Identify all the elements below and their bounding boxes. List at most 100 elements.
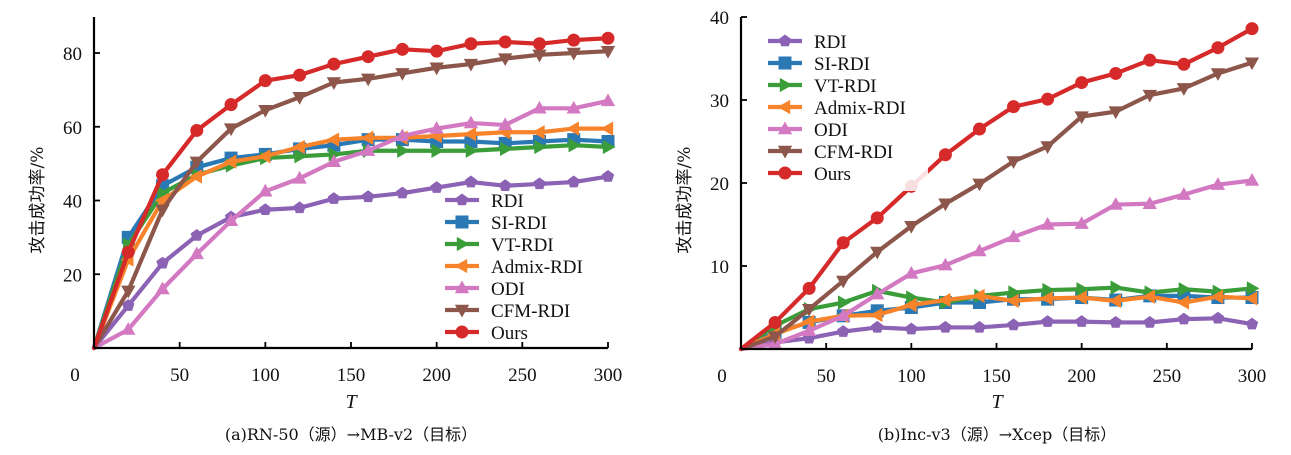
data-point-rdi [905,322,918,335]
data-point-ours [293,68,307,82]
data-point-rdi [122,299,135,311]
data-point-ours [1177,57,1191,71]
data-point-ours [802,281,816,295]
data-point-ours [190,123,204,137]
legend-label: Ours [814,164,851,185]
data-point-cfm-rdi [1142,89,1157,103]
y-tick-label: 40 [63,192,82,213]
legend-label: Ours [491,323,528,344]
data-point-admix-rdi [1142,289,1155,304]
data-point-rdi [430,181,443,193]
legend-marker [455,193,469,206]
data-point-cfm-rdi [836,275,851,289]
series-rdi [738,311,1259,352]
x-tick-label: 300 [1238,366,1267,387]
x-tick-label: 250 [508,365,537,386]
x-tick-label: 250 [1153,366,1182,387]
data-point-odi [292,170,307,184]
y-tick-label: 20 [710,174,729,195]
data-point-odi [972,243,987,257]
x-tick-label: 200 [422,365,451,386]
data-point-odi [1244,173,1260,186]
data-point-ours [532,37,546,51]
legend-label: CFM-RDI [491,301,570,322]
data-point-rdi [190,229,203,241]
data-point-rdi [1075,315,1088,327]
data-point-admix-rdi [1244,291,1258,306]
data-point-rdi [837,325,850,337]
y-axis-title-b: 攻击成功率/% [675,147,695,254]
data-point-odi [258,183,273,197]
legend-label: ODI [491,279,525,300]
y-tick-label: 80 [63,44,82,65]
data-point-rdi [973,320,986,333]
legend-marker [455,215,469,229]
data-point-vt-rdi [157,185,171,201]
data-point-odi [904,265,919,279]
data-point-ours [258,74,272,88]
x-tick-label: 200 [1067,366,1096,387]
legend-marker [778,56,792,70]
legend-label: Admix-RDI [814,98,906,119]
data-point-odi [532,100,547,114]
data-point-odi [1142,196,1157,209]
data-point-cfm-rdi [223,123,239,137]
data-point-odi [189,246,204,260]
legend-item-cfm-rdi: CFM-RDI [768,142,893,163]
data-point-ours [361,50,375,64]
data-point-vt-rdi [1178,282,1192,297]
data-point-odi [600,93,616,107]
data-point-vt-rdi [500,141,513,157]
data-point-rdi [1177,312,1191,325]
data-point-cfm-rdi [292,92,307,105]
data-point-rdi [567,175,580,188]
data-point-rdi [499,179,512,192]
data-point-odi [463,115,479,129]
legend-marker [455,325,469,339]
data-point-ours [1007,100,1021,114]
legend-item-rdi: RDI [768,32,847,53]
axes-a: 0 50 100 150 200 250 300 20 40 60 80 [63,17,622,386]
data-point-admix-rdi [971,288,985,304]
data-point-admix-rdi [360,130,374,145]
legend-marker [454,280,470,294]
x-tick-label: 150 [337,365,366,386]
series-line-ours [91,36,611,351]
data-point-cfm-rdi [1006,156,1021,169]
data-point-rdi [1211,311,1225,324]
data-point-ours [1075,76,1089,90]
data-point-rdi [1245,317,1259,330]
data-point-cfm-rdi [600,45,616,59]
series-line-cfm-rdi [738,60,1255,352]
data-point-cfm-rdi [395,68,410,81]
data-point-cfm-rdi [1244,57,1260,71]
data-point-cfm-rdi [870,246,885,260]
caption-b: (b)Inc-v3（源）→Xcep（目标） [878,425,1116,444]
data-point-admix-rdi [903,297,917,313]
legend-marker [777,99,791,115]
legend-label: RDI [491,191,524,212]
data-point-ours [395,42,409,56]
legend-marker [778,166,792,180]
data-point-odi [498,117,513,131]
series-line-rdi [738,316,1255,352]
data-point-vt-rdi [1042,282,1056,298]
data-point-ours [121,245,135,259]
legend-marker [777,121,793,135]
y-tick-label: 40 [710,8,729,29]
legend-item-ours: Ours [445,323,528,344]
data-point-odi [566,100,581,114]
series-line-ours [738,26,1255,352]
x-tick-label: 100 [251,365,280,386]
data-point-vt-rdi [1076,282,1090,297]
data-point-cfm-rdi [904,220,919,234]
data-point-vt-rdi [397,143,410,158]
data-point-cfm-rdi [155,204,170,218]
data-point-odi [1210,177,1226,190]
data-point-odi [938,257,953,271]
axes-b: 0 50 100 150 200 250 300 10 20 30 40 [710,8,1266,387]
data-point-ours [1143,53,1157,67]
series-layer-a [91,31,616,351]
data-point-vt-rdi [431,143,445,158]
